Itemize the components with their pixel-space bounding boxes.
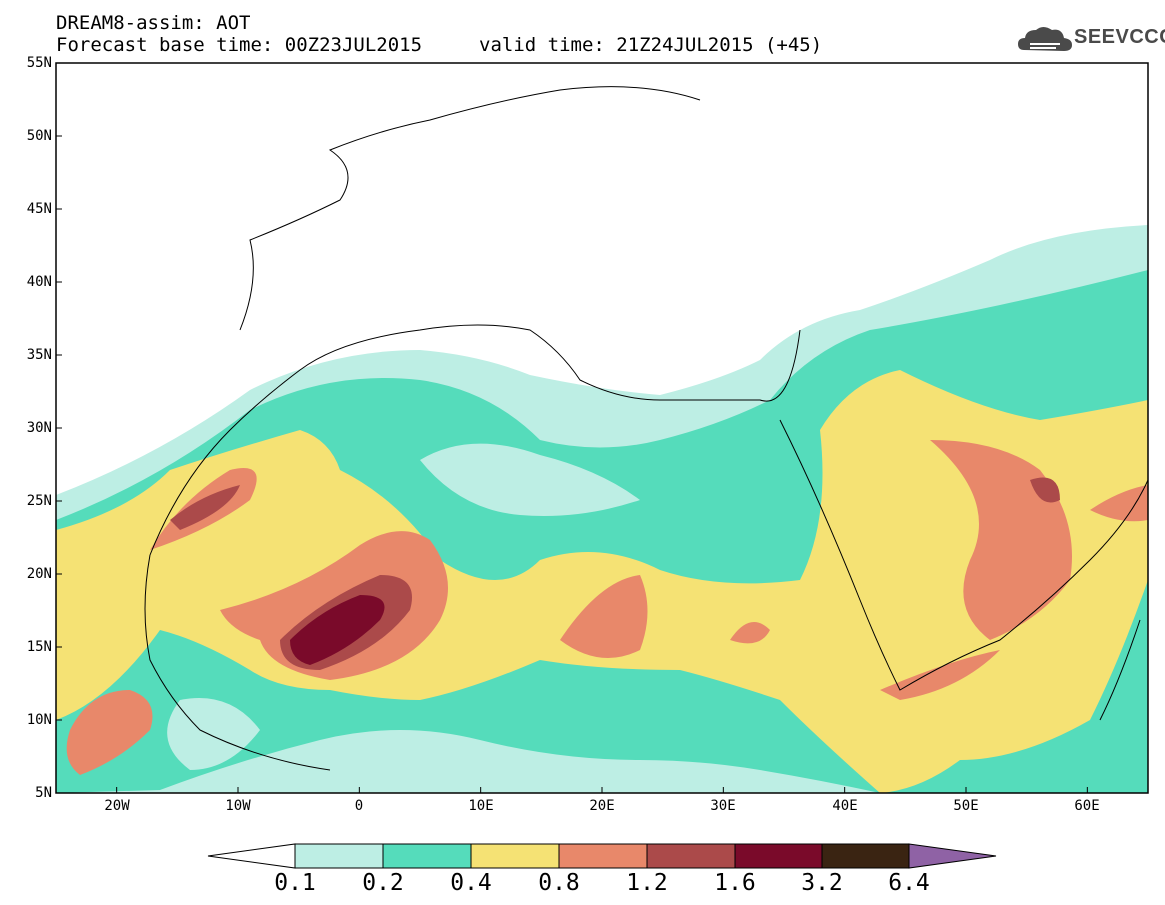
lon-tick: 20W — [104, 798, 130, 814]
colorbar-label: 3.2 — [801, 870, 843, 896]
colorbar-right-arrow — [908, 843, 997, 869]
colorbar-left-arrow — [207, 843, 296, 869]
colorbar-label: 0.2 — [362, 870, 404, 896]
valid-time: valid time: 21Z24JUL2015 (+45) — [479, 34, 823, 56]
lat-tick: 10N — [26, 712, 52, 728]
coastline-arabia — [779, 419, 1148, 691]
lon-tick: 20E — [589, 798, 615, 814]
lat-tick: 40N — [26, 274, 52, 290]
lat-tick: 50N — [26, 128, 52, 144]
lon-tick: 10E — [468, 798, 494, 814]
colorbar-label: 0.4 — [450, 870, 492, 896]
lon-tick: 40E — [832, 798, 858, 814]
colorbar-label: 0.8 — [538, 870, 580, 896]
colorbar-segment — [294, 843, 384, 869]
colorbar-label: 1.2 — [626, 870, 668, 896]
lon-tick: 50E — [953, 798, 979, 814]
colorbar-segment — [821, 843, 910, 869]
lon-tick: 0 — [354, 798, 364, 814]
coastline-africa-north — [149, 324, 801, 556]
lat-tick: 45N — [26, 201, 52, 217]
cloud-icon — [1018, 27, 1072, 51]
map-title: DREAM8-assim: AOT — [56, 12, 251, 34]
logo-text: SEEVCCC — [1074, 26, 1165, 48]
lon-tick: 30E — [710, 798, 736, 814]
coastline-europe — [239, 86, 701, 331]
colorbar-segment — [558, 843, 648, 869]
lat-tick: 20N — [26, 566, 52, 582]
colorbar-segment — [646, 843, 736, 869]
lat-tick: 5N — [35, 785, 52, 801]
forecast-base-time: Forecast base time: 00Z23JUL2015 — [56, 34, 423, 56]
lat-tick: 30N — [26, 420, 52, 436]
aot-band-1.6 — [290, 595, 385, 665]
aot-band-0.4 — [56, 370, 1148, 793]
colorbar-label: 0.1 — [274, 870, 316, 896]
colorbar-segment — [382, 843, 472, 869]
coastline-africa-west — [144, 554, 331, 771]
colorbar-label: 6.4 — [888, 870, 930, 896]
lon-tick: 60E — [1074, 798, 1100, 814]
lat-tick: 55N — [26, 55, 52, 71]
lat-tick: 35N — [26, 347, 52, 363]
colorbar-segment — [470, 843, 560, 869]
colorbar-segment — [734, 843, 823, 869]
lat-tick: 15N — [26, 639, 52, 655]
lon-tick: 10W — [225, 798, 251, 814]
colorbar-label: 1.6 — [714, 870, 756, 896]
lat-tick: 25N — [26, 493, 52, 509]
